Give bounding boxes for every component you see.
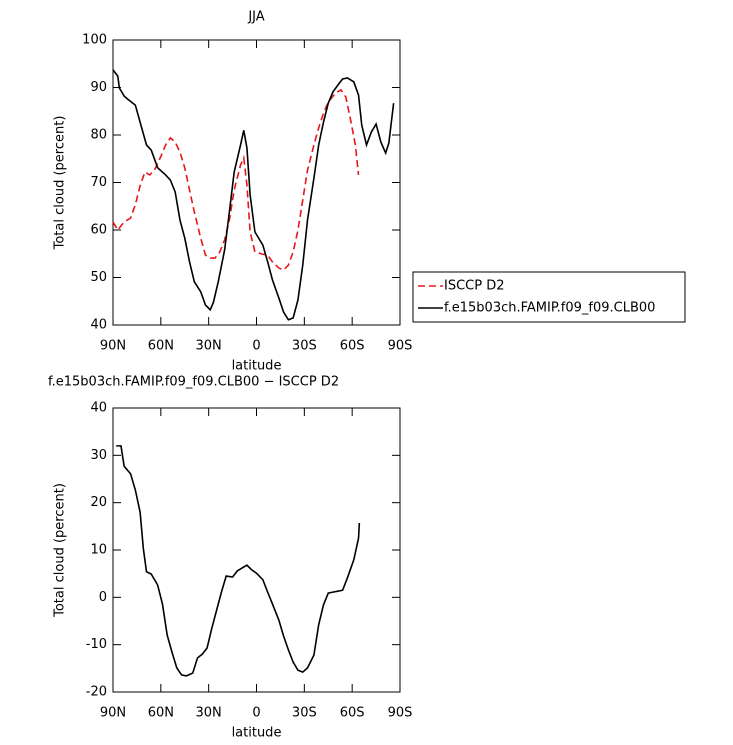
y-tick-label: 50: [90, 270, 107, 285]
data-line: [112, 69, 395, 321]
y-axis-label: Total cloud (percent): [53, 116, 68, 251]
y-tick-label: 60: [90, 223, 107, 238]
y-tick-label: 40: [90, 318, 107, 333]
legend-box: [412, 271, 686, 323]
y-tick-label: -20: [86, 685, 107, 700]
x-tick-label: 0: [252, 706, 260, 721]
x-tick-label: 90S: [388, 706, 413, 721]
x-tick-label: 90S: [388, 339, 413, 354]
chart-title: f.e15b03ch.FAMIP.f09_f09.CLB00 − ISCCP D…: [48, 375, 339, 390]
y-tick-label: 70: [90, 175, 107, 190]
y-tick-label: 20: [90, 495, 107, 510]
plot-frame: [112, 407, 401, 693]
y-tick-label: 0: [99, 590, 107, 605]
x-tick-label: 0: [252, 339, 260, 354]
chart-title: JJA: [247, 10, 264, 25]
legend-label: ISCCP D2: [444, 279, 505, 294]
x-tick-label: 30S: [292, 706, 317, 721]
y-tick-label: 40: [90, 401, 107, 416]
plot-frame: [112, 39, 401, 326]
x-tick-label: 60S: [340, 706, 365, 721]
x-axis-label: latitude: [232, 359, 282, 374]
x-tick-label: 60N: [148, 706, 174, 721]
y-tick-label: 80: [90, 128, 107, 143]
x-axis-label: latitude: [232, 726, 282, 741]
x-tick-label: 30S: [292, 339, 317, 354]
y-tick-label: 100: [82, 33, 107, 48]
legend-label: f.e15b03ch.FAMIP.f09_f09.CLB00: [444, 301, 655, 316]
y-tick-label: -10: [86, 637, 107, 652]
x-tick-label: 60S: [340, 339, 365, 354]
x-tick-label: 30N: [196, 706, 222, 721]
y-axis-label: Total cloud (percent): [53, 483, 68, 618]
data-line: [116, 445, 361, 677]
x-tick-label: 90N: [100, 706, 126, 721]
x-tick-label: 60N: [148, 339, 174, 354]
data-line: [112, 88, 360, 271]
x-tick-label: 30N: [196, 339, 222, 354]
y-tick-label: 30: [90, 448, 107, 463]
x-tick-label: 90N: [100, 339, 126, 354]
y-tick-label: 10: [90, 543, 107, 558]
y-tick-label: 90: [90, 80, 107, 95]
